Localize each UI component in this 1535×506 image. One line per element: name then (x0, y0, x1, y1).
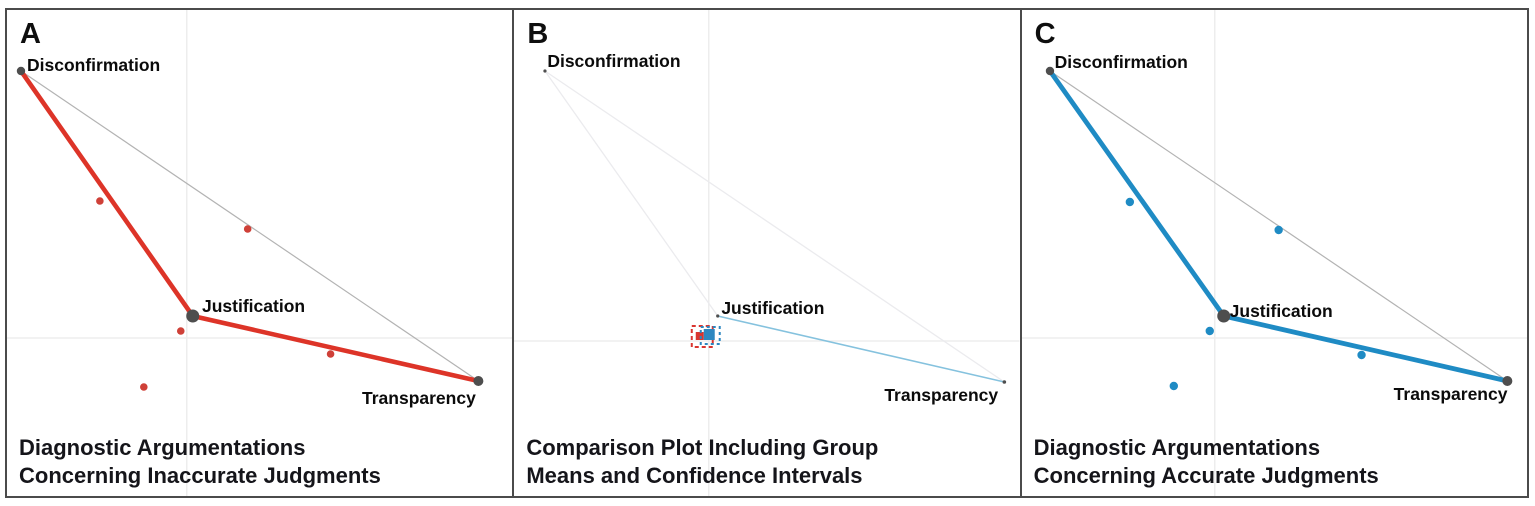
panel-a-letter: A (20, 18, 42, 50)
panel-c: C Diagnostic Argumentations Concerning A… (1019, 10, 1527, 496)
panel-a-caption-line2: Concerning Inaccurate Judgments (19, 463, 381, 488)
panel-a-caption-line1: Diagnostic Argumentations (19, 435, 306, 460)
panel-a-plot (7, 10, 513, 496)
panel-c-letter: C (1034, 18, 1057, 50)
panel-b-caption-line1: Comparison Plot Including Group (526, 435, 879, 460)
node-label-justification: Justification (202, 296, 306, 316)
node-label-transparency: Transparency (1393, 384, 1508, 404)
node-label-transparency: Transparency (884, 385, 999, 405)
panel-a: A Diagnostic Argumentations Concerning I… (7, 10, 513, 496)
node-label-transparency: Transparency (362, 388, 476, 408)
panel-b-letter: B (527, 18, 549, 50)
node-label-disconfirmation: Disconfirmation (1054, 52, 1188, 72)
panel-b-plot (514, 10, 1020, 496)
node-label-disconfirmation: Disconfirmation (547, 51, 681, 71)
panel-b: B Comparison Plot Including Group Means … (512, 10, 1020, 496)
node-label-justification: Justification (721, 298, 825, 318)
figure-frame: A Diagnostic Argumentations Concerning I… (5, 8, 1529, 498)
panel-c-caption: Diagnostic Argumentations Concerning Acc… (1034, 434, 1379, 490)
panel-c-caption-line2: Concerning Accurate Judgments (1033, 463, 1379, 488)
node-label-justification: Justification (1229, 301, 1333, 321)
panel-b-caption: Comparison Plot Including Group Means an… (526, 434, 878, 490)
panel-c-caption-line1: Diagnostic Argumentations (1033, 435, 1321, 460)
panel-b-caption-line2: Means and Confidence Intervals (526, 463, 863, 488)
node-label-disconfirmation: Disconfirmation (27, 55, 161, 75)
panel-c-plot (1021, 10, 1527, 496)
panel-a-caption: Diagnostic Argumentations Concerning Ina… (19, 434, 381, 490)
